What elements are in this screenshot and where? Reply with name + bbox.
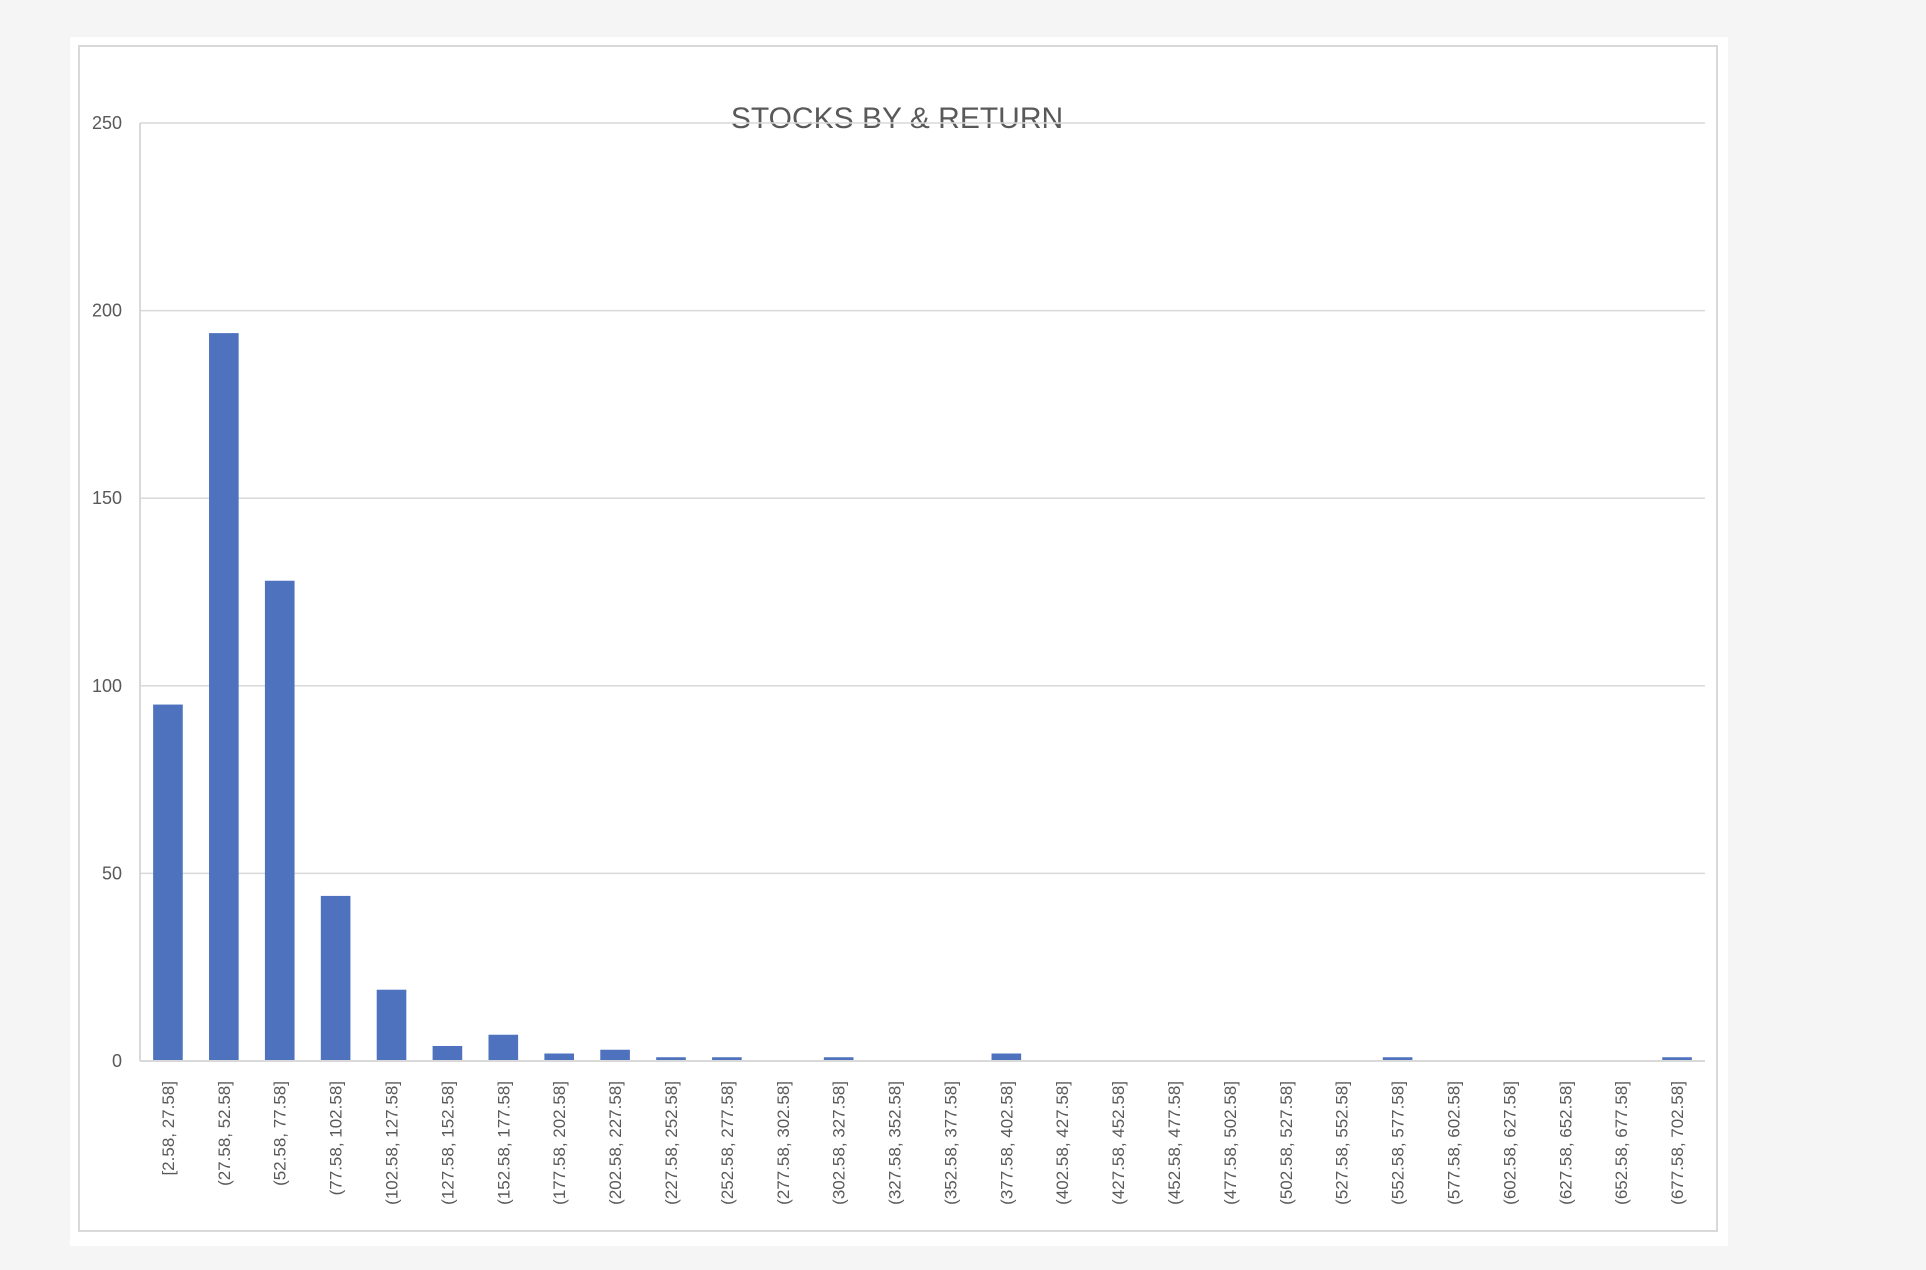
y-tick-label: 150 [92, 488, 122, 508]
bar [209, 333, 239, 1061]
x-axis-labels: [2.58, 27.58] (27.58, 52.58] (52.58, 77.58… [159, 1081, 1687, 1205]
x-tick-label: (677.58, 702.58] [1668, 1081, 1687, 1205]
x-tick-label: (177.58, 202.58] [550, 1081, 569, 1205]
y-tick-label: 50 [102, 863, 122, 883]
histogram-chart: STOCKS BY & RETURN 0 50 100 150 200 250 [2.58… [92, 102, 1705, 1205]
x-tick-label: (27.58, 52.58] [215, 1081, 234, 1186]
bar [1662, 1057, 1692, 1061]
bar [153, 704, 183, 1061]
x-tick-label: (627.58, 652.58] [1556, 1081, 1575, 1205]
y-tick-label: 200 [92, 301, 122, 321]
x-tick-label: (202.58, 227.58] [606, 1081, 625, 1205]
x-tick-label: (352.58, 377.58] [941, 1081, 960, 1205]
chart-card: STOCKS BY & RETURN 0 50 100 150 200 250 [2.58… [70, 37, 1728, 1246]
x-tick-label: (102.58, 127.58] [383, 1081, 402, 1205]
x-tick-label: (527.58, 552.58] [1333, 1081, 1352, 1205]
y-tick-label: 250 [92, 113, 122, 133]
bar [320, 895, 351, 1061]
bar [656, 1057, 686, 1061]
bar [544, 1053, 575, 1061]
bars [153, 333, 1692, 1061]
chart-title: STOCKS BY & RETURN [731, 102, 1063, 135]
x-tick-label: (127.58, 152.58] [438, 1081, 457, 1205]
x-tick-label: (552.58, 577.58] [1389, 1081, 1408, 1205]
bar [376, 989, 407, 1061]
x-tick-label: (477.58, 502.58] [1221, 1081, 1240, 1205]
x-tick-label: (652.58, 677.58] [1612, 1081, 1631, 1205]
x-tick-label: (602.58, 627.58] [1500, 1081, 1519, 1205]
chart-border [78, 45, 1718, 1232]
x-tick-label: (427.58, 452.58] [1109, 1081, 1128, 1205]
x-tick-label: (402.58, 427.58] [1053, 1081, 1072, 1205]
x-tick-label: (277.58, 302.58] [774, 1081, 793, 1205]
x-tick-label: (577.58, 602.58] [1444, 1081, 1463, 1205]
x-tick-label: (327.58, 352.58] [886, 1081, 905, 1205]
x-tick-label: (252.58, 277.58] [718, 1081, 737, 1205]
x-tick-label: (77.58, 102.58] [327, 1081, 346, 1195]
x-tick-label: (52.58, 77.58] [271, 1081, 290, 1186]
x-tick-label: (152.58, 177.58] [494, 1081, 513, 1205]
y-axis-ticks: 0 50 100 150 200 250 [92, 113, 122, 1071]
y-tick-label: 100 [92, 676, 122, 696]
bar [823, 1057, 854, 1061]
bar [488, 1034, 519, 1061]
x-tick-label: [2.58, 27.58] [159, 1081, 178, 1176]
x-tick-label: (502.58, 527.58] [1277, 1081, 1296, 1205]
bar [264, 580, 295, 1061]
y-tick-label: 0 [112, 1051, 122, 1071]
bar [1382, 1057, 1413, 1061]
bar [600, 1049, 630, 1061]
x-tick-label: (302.58, 327.58] [830, 1081, 849, 1205]
bar [712, 1057, 742, 1061]
bar [991, 1053, 1022, 1061]
x-tick-label: (452.58, 477.58] [1165, 1081, 1184, 1205]
gridlines [140, 122, 1705, 875]
bar [432, 1045, 463, 1061]
x-tick-label: (227.58, 252.58] [662, 1081, 681, 1205]
axes [139, 123, 1705, 1062]
x-tick-label: (377.58, 402.58] [997, 1081, 1016, 1205]
